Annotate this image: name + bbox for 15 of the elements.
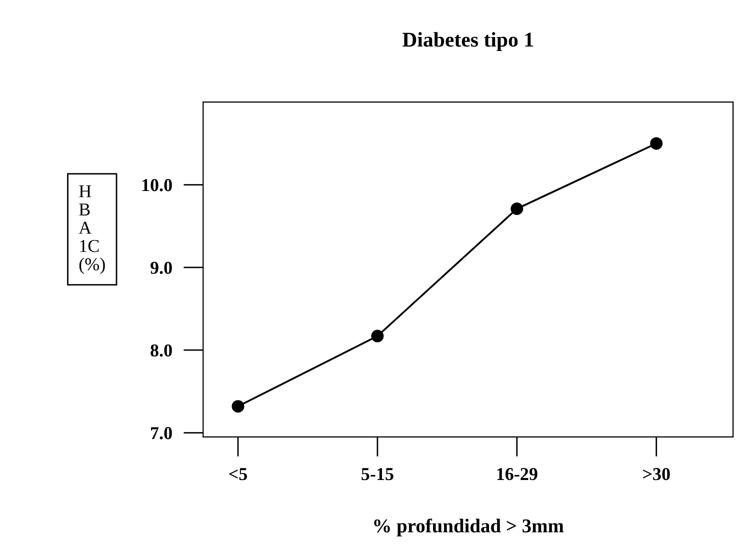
x-tick-label: <5 [229, 468, 247, 480]
y-tick-label: 9.0 [150, 262, 172, 274]
point [650, 137, 663, 150]
point [371, 330, 384, 342]
x-tick-label: 5-15 [362, 468, 394, 480]
point [232, 400, 244, 413]
y-tick-label: 10.0 [142, 179, 172, 192]
x-tick-label: >30 [643, 468, 670, 480]
y-axis-title: H B A 1C (%) [78, 185, 105, 274]
chart-title: Diabetes tipo 1 [402, 32, 533, 51]
point [510, 202, 524, 216]
y-tick-label: 7.0 [151, 427, 172, 440]
y-tick-label: 8.0 [150, 344, 172, 357]
x-tick-label: 16-29 [497, 468, 538, 480]
x-axis-title: % profundidad > 3mm [374, 518, 564, 536]
